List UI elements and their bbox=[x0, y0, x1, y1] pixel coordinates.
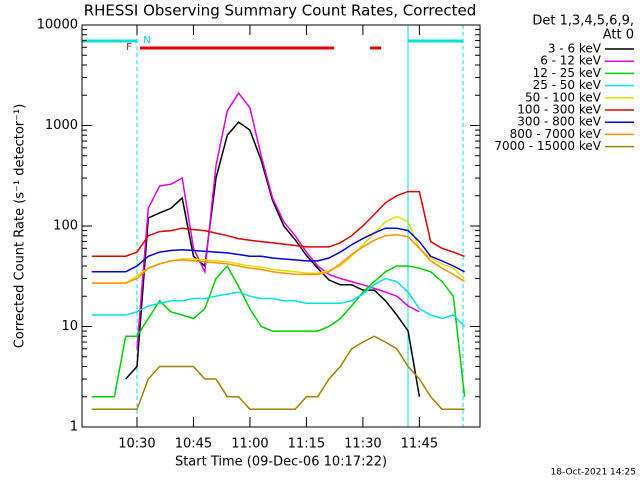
x-tick-label: 11:45 bbox=[401, 437, 438, 452]
legend-label: 100 - 300 keV bbox=[517, 103, 601, 117]
series-line bbox=[91, 277, 466, 328]
footer-date: 18-Oct-2021 14:25 bbox=[551, 468, 636, 478]
x-tick-label: 11:30 bbox=[344, 437, 381, 452]
series-line bbox=[91, 264, 466, 398]
legend-label: 300 - 800 keV bbox=[517, 115, 601, 129]
legend-label: 12 - 25 keV bbox=[533, 66, 602, 80]
legend-header: Att 0 bbox=[603, 28, 634, 43]
legend-header: Det 1,3,4,5,6,9, bbox=[532, 14, 634, 29]
flag-f: F bbox=[126, 42, 132, 53]
legend-label: 6 - 12 keV bbox=[540, 54, 602, 68]
legend-label: 25 - 50 keV bbox=[533, 78, 602, 92]
legend-label: 3 - 6 keV bbox=[548, 42, 602, 56]
series-line bbox=[91, 227, 465, 273]
legend-label: 50 - 100 keV bbox=[525, 90, 602, 104]
series-line bbox=[136, 91, 420, 349]
y-tick-label: 10 bbox=[61, 319, 78, 334]
y-tick-label: 10000 bbox=[37, 18, 78, 33]
x-axis-label: Start Time (09-Dec-06 10:17:22) bbox=[175, 455, 387, 470]
series-line bbox=[91, 233, 466, 284]
x-tick-label: 10:30 bbox=[118, 437, 155, 452]
y-tick-label: 1000 bbox=[45, 118, 78, 133]
x-tick-label: 10:45 bbox=[175, 437, 212, 452]
legend-label: 7000 - 15000 keV bbox=[494, 139, 601, 153]
y-tick-label: 1 bbox=[70, 420, 78, 435]
series-line bbox=[91, 335, 465, 411]
legend-label: 800 - 7000 keV bbox=[510, 127, 602, 141]
series-line bbox=[125, 121, 421, 397]
x-tick-label: 11:00 bbox=[231, 437, 268, 452]
x-tick-label: 11:15 bbox=[288, 437, 325, 452]
series-line bbox=[91, 190, 465, 258]
y-tick-label: 100 bbox=[53, 219, 78, 234]
flag-n: N bbox=[143, 35, 150, 46]
chart-title: RHESSI Observing Summary Count Rates, Co… bbox=[84, 2, 477, 20]
y-axis-label: Corrected Count Rate (s⁻¹ detector⁻¹) bbox=[13, 104, 28, 349]
